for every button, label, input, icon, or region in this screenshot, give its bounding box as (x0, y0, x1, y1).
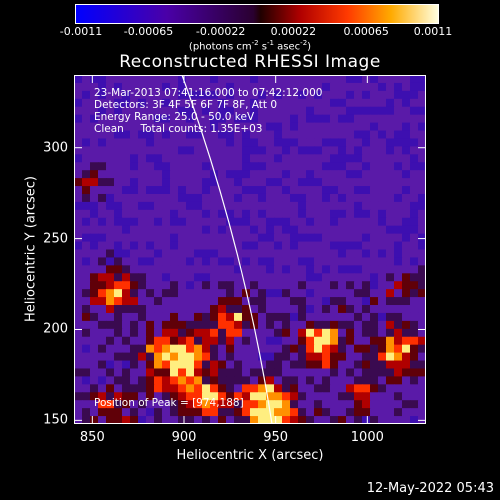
peak-position-label: Position of Peak = [974,188] (94, 397, 244, 409)
colorbar-tick-label: -0.0011 (59, 25, 103, 38)
y-tick-label: 250 (43, 231, 68, 247)
info-total-counts: Clean Total counts: 1.35E+03 (94, 123, 263, 135)
colorbar-tick-label: 0.00065 (343, 25, 389, 38)
flux-heatmap (74, 75, 426, 424)
info-energy-range: Energy Range: 25.0 - 50.0 keV (94, 111, 255, 123)
x-tick-label: 900 (171, 430, 197, 445)
y-tick-label: 300 (43, 140, 68, 156)
axis-tick-marks (74, 75, 426, 424)
colorbar-tick-label: -0.00065 (123, 25, 174, 38)
y-tick-label: 200 (43, 321, 68, 337)
x-tick-label: 850 (79, 430, 105, 445)
footer-timestamp: 12-May-2022 05:43 (366, 481, 494, 496)
colorbar-tick-label: -0.00022 (195, 25, 246, 38)
info-time-range: 23-Mar-2013 07:41:16.000 to 07:42:12.000 (94, 87, 323, 99)
observation-info: 23-Mar-2013 07:41:16.000 to 07:42:12.000… (94, 87, 322, 135)
colorbar (75, 4, 439, 24)
y-axis-label: Heliocentric Y (arcsec) (23, 176, 39, 322)
x-tick-label: 950 (263, 430, 289, 445)
x-tick-label: 1000 (350, 430, 384, 445)
colorbar-units: (photons cm-2 s-1 asec-2) (188, 39, 312, 53)
info-detectors: Detectors: 3F 4F 5F 6F 7F 8F, Att 0 (94, 99, 278, 111)
x-axis-label: Heliocentric X (arcsec) (176, 448, 324, 463)
colorbar-tick-label: 0.0011 (413, 25, 453, 38)
colorbar-tick-label: 0.00022 (270, 25, 317, 38)
rhessi-image-plot: 23-Mar-2013 07:41:16.000 to 07:42:12.000… (74, 75, 426, 424)
y-tick-label: 150 (43, 412, 68, 428)
solar-limb-line (181, 75, 273, 424)
plot-title: Reconstructed RHESSI Image (119, 52, 381, 72)
